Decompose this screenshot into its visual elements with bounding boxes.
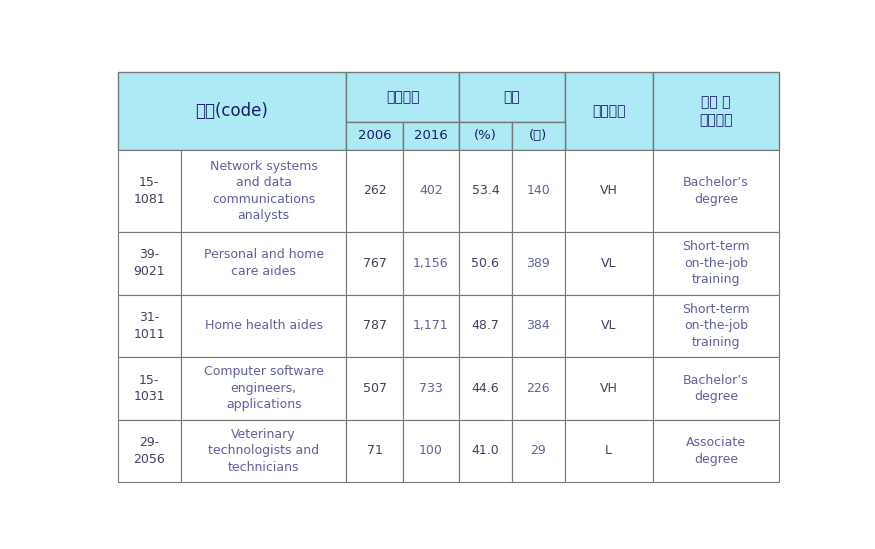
Text: 31-
1011: 31- 1011 (133, 311, 165, 340)
Bar (181, 294, 346, 357)
Bar (117, 294, 181, 357)
Text: Short-term
on-the-job
training: Short-term on-the-job training (682, 240, 750, 286)
Bar (402, 294, 459, 357)
Bar (117, 232, 181, 294)
Text: (명): (명) (529, 130, 548, 142)
Text: 증감: 증감 (503, 90, 520, 104)
Bar (564, 357, 653, 419)
Text: 50.6: 50.6 (472, 257, 500, 270)
Bar (346, 122, 402, 150)
Text: 29: 29 (530, 445, 546, 457)
Bar (564, 294, 653, 357)
Bar (117, 72, 346, 150)
Text: 2006: 2006 (358, 130, 391, 142)
Text: Personal and home
care aides: Personal and home care aides (204, 249, 324, 278)
Bar (653, 232, 780, 294)
Bar (459, 72, 564, 122)
Text: VH: VH (599, 382, 618, 395)
Bar (512, 419, 564, 482)
Text: 48.7: 48.7 (472, 320, 500, 332)
Text: Bachelor’s
degree: Bachelor’s degree (683, 374, 749, 403)
Bar (512, 150, 564, 232)
Text: 교육 및
훈련요건: 교육 및 훈련요건 (699, 95, 732, 127)
Text: 507: 507 (362, 382, 387, 395)
Bar (564, 232, 653, 294)
Text: (%): (%) (474, 130, 497, 142)
Text: 733: 733 (419, 382, 443, 395)
Text: Associate
degree: Associate degree (686, 436, 746, 466)
Bar (402, 357, 459, 419)
Text: 임금수준: 임금수준 (592, 104, 626, 118)
Bar (346, 419, 402, 482)
Bar (653, 72, 780, 150)
Text: 140: 140 (527, 184, 550, 198)
Text: 41.0: 41.0 (472, 445, 500, 457)
Bar (459, 294, 512, 357)
Bar (512, 357, 564, 419)
Bar (402, 150, 459, 232)
Bar (346, 294, 402, 357)
Bar (117, 357, 181, 419)
Text: 15-
1031: 15- 1031 (133, 374, 165, 403)
Bar (117, 419, 181, 482)
Bar (346, 232, 402, 294)
Bar (459, 419, 512, 482)
Text: 39-
9021: 39- 9021 (133, 249, 165, 278)
Text: Veterinary
technologists and
technicians: Veterinary technologists and technicians (208, 428, 319, 474)
Bar (564, 419, 653, 482)
Text: 787: 787 (362, 320, 387, 332)
Bar (459, 150, 512, 232)
Bar (512, 294, 564, 357)
Bar (346, 150, 402, 232)
Text: 100: 100 (419, 445, 443, 457)
Text: Home health aides: Home health aides (205, 320, 323, 332)
Text: Computer software
engineers,
applications: Computer software engineers, application… (204, 366, 324, 411)
Bar (346, 72, 459, 122)
Text: 71: 71 (367, 445, 382, 457)
Bar (653, 357, 780, 419)
Bar (564, 150, 653, 232)
Bar (117, 150, 181, 232)
Text: 2016: 2016 (414, 130, 448, 142)
Bar (459, 357, 512, 419)
Bar (181, 150, 346, 232)
Text: VH: VH (599, 184, 618, 198)
Bar (459, 232, 512, 294)
Text: 직종(code): 직종(code) (195, 102, 269, 120)
Bar (181, 357, 346, 419)
Text: 767: 767 (362, 257, 387, 270)
Text: 44.6: 44.6 (472, 382, 500, 395)
Text: 402: 402 (419, 184, 443, 198)
Bar (181, 232, 346, 294)
Bar (564, 72, 653, 150)
Text: Network systems
and data
communications
analysts: Network systems and data communications … (210, 160, 318, 222)
Text: Short-term
on-the-job
training: Short-term on-the-job training (682, 303, 750, 349)
Bar (653, 419, 780, 482)
Text: 15-
1081: 15- 1081 (133, 176, 165, 206)
Text: 53.4: 53.4 (472, 184, 500, 198)
Text: L: L (606, 445, 612, 457)
Bar (512, 122, 564, 150)
Bar (459, 122, 512, 150)
Text: 384: 384 (527, 320, 550, 332)
Text: Bachelor’s
degree: Bachelor’s degree (683, 176, 749, 206)
Text: 1,171: 1,171 (413, 320, 449, 332)
Text: 29-
2056: 29- 2056 (133, 436, 165, 466)
Text: 262: 262 (363, 184, 387, 198)
Bar (653, 150, 780, 232)
Text: 1,156: 1,156 (413, 257, 449, 270)
Bar (402, 232, 459, 294)
Bar (653, 294, 780, 357)
Text: 389: 389 (527, 257, 550, 270)
Bar (512, 232, 564, 294)
Bar (402, 419, 459, 482)
Bar (402, 122, 459, 150)
Bar (346, 357, 402, 419)
Bar (181, 419, 346, 482)
Text: 취업자수: 취업자수 (386, 90, 419, 104)
Text: 226: 226 (527, 382, 550, 395)
Text: VL: VL (601, 320, 616, 332)
Text: VL: VL (601, 257, 616, 270)
